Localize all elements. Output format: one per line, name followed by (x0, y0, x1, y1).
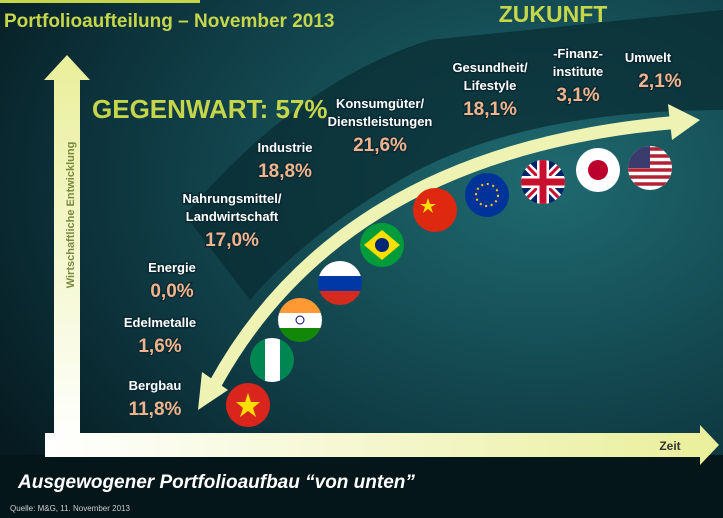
flag-nigeria (250, 338, 294, 382)
sector-label: Landwirtschaft (186, 209, 279, 224)
title: Portfolioaufteilung – November 2013 (4, 11, 334, 32)
flag-eu (465, 173, 509, 217)
growth-arrow (206, 115, 681, 394)
arrow-head (198, 372, 228, 410)
sector-label: -Finanz- (553, 46, 603, 61)
sector-label: Nahrungsmittel/ (183, 191, 282, 206)
sector-label: Dienstleistungen (328, 114, 433, 129)
x-axis-label: Zeit (659, 439, 680, 453)
sector-label: Gesundheit/ (452, 60, 528, 75)
y-axis-arrow (44, 55, 90, 442)
flag-india (278, 298, 322, 342)
source: Quelle: M&G, 11. November 2013 (10, 504, 130, 513)
flag-star (236, 393, 260, 417)
arrow-head (668, 104, 700, 140)
sector-labels: Bergbau 11,8% Edelmetalle 1,6% Energie 0,0% Na… (122, 45, 683, 422)
sector-share: 18,8% (258, 161, 312, 182)
sector-label: Bergbau (129, 378, 182, 393)
flag-brazil (360, 223, 404, 267)
sector-share: 18,1% (463, 99, 517, 120)
subtitle: Ausgewogener Portfolioaufbau “von unten” (17, 472, 415, 493)
flag-usa (628, 146, 672, 190)
title-rule (0, 0, 200, 3)
flag-china (413, 188, 457, 232)
flag-sun (588, 160, 608, 180)
sector-share: 1,6% (138, 336, 181, 357)
sector-share: 2,1% (638, 71, 681, 92)
sector-label: Umwelt (625, 50, 672, 65)
sector-label: institute (553, 64, 604, 79)
x-axis-arrow (45, 425, 719, 465)
flags (226, 146, 672, 427)
flag-russia (318, 261, 362, 305)
sector-label: Energie (148, 260, 196, 275)
sector-band (185, 10, 723, 300)
sector-label: Konsumgüter/ (336, 96, 425, 111)
y-axis-label: Wirtschaftliche Entwicklung (65, 142, 77, 289)
sector-share: 21,6% (353, 135, 407, 156)
sector-share: 3,1% (556, 85, 599, 106)
flag-uk (521, 160, 565, 204)
flag-stars (475, 183, 499, 207)
sector-share: 17,0% (205, 230, 259, 251)
future-label: ZUKUNFT (499, 1, 608, 27)
flag-star (420, 198, 436, 213)
sector-label: Industrie (258, 140, 313, 155)
sector-label: Edelmetalle (124, 315, 196, 330)
footer-band (0, 455, 723, 518)
sector-share: 11,8% (129, 399, 182, 420)
sector-label: Lifestyle (464, 78, 517, 93)
present-label: GEGENWART: 57% (92, 94, 328, 124)
sector-share: 0,0% (150, 281, 193, 302)
